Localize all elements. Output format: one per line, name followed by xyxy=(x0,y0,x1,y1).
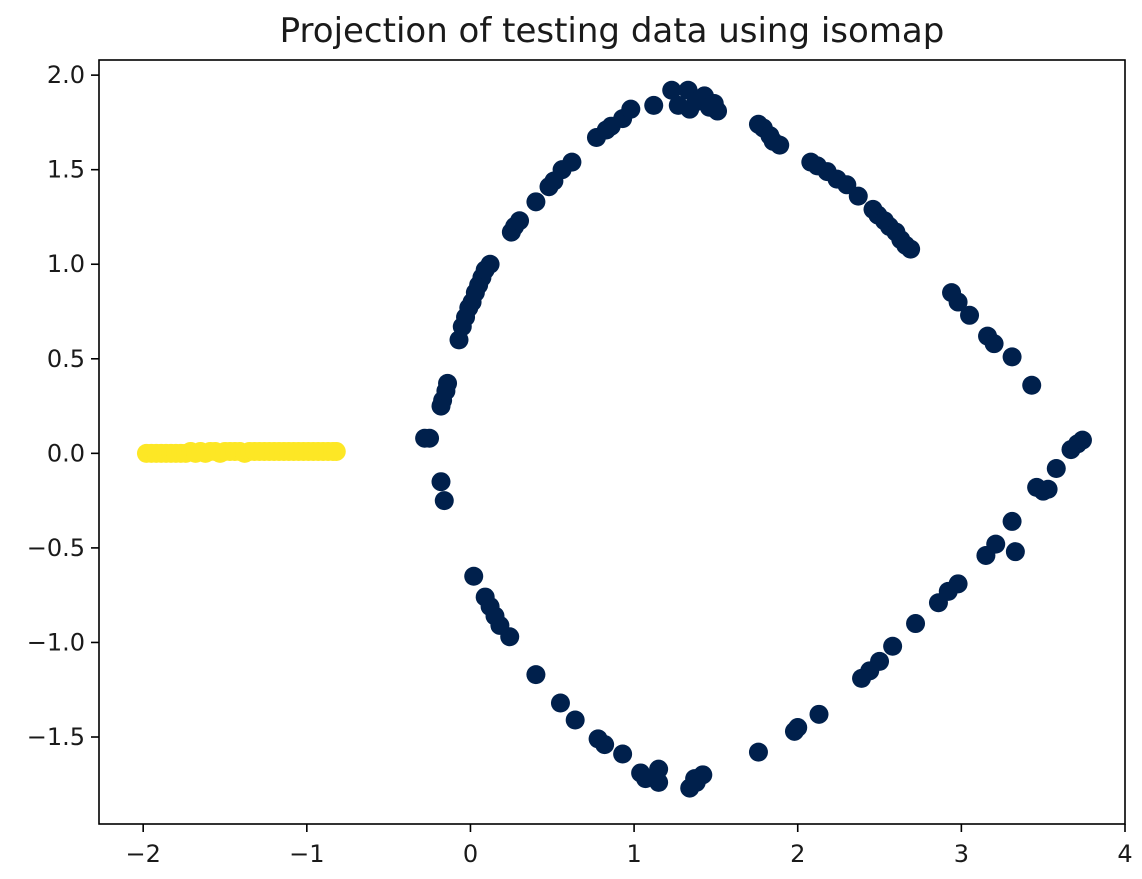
x-tick-label: 4 xyxy=(1117,840,1132,868)
data-point xyxy=(480,254,500,274)
data-point xyxy=(1038,479,1058,499)
x-tick-label: −1 xyxy=(289,840,324,868)
x-tick-label: 3 xyxy=(954,840,969,868)
data-point xyxy=(526,192,546,212)
y-tick-label: 0.0 xyxy=(47,439,85,467)
y-axis: −1.5 −1.0 −0.5 0.0 0.5 1.0 1.5 2.0 xyxy=(27,61,99,751)
x-tick-label: 0 xyxy=(463,840,478,868)
data-point xyxy=(631,763,651,783)
data-point xyxy=(809,704,829,724)
y-tick-label: 1.5 xyxy=(47,156,85,184)
data-point xyxy=(510,211,530,231)
data-point xyxy=(788,718,808,738)
data-point xyxy=(948,292,968,312)
y-tick-label: 2.0 xyxy=(47,61,85,89)
data-point xyxy=(644,95,664,115)
data-point xyxy=(434,491,454,511)
data-point xyxy=(662,80,682,100)
data-point xyxy=(848,186,868,206)
data-point xyxy=(708,101,728,121)
data-point xyxy=(649,759,669,779)
data-point xyxy=(565,710,585,730)
data-point xyxy=(1046,458,1066,478)
data-point xyxy=(438,373,458,393)
y-tick-label: −1.5 xyxy=(27,723,85,751)
data-point xyxy=(1002,511,1022,531)
y-tick-label: 1.0 xyxy=(47,250,85,278)
data-point xyxy=(984,334,1004,354)
y-tick-label: −1.0 xyxy=(27,628,85,656)
data-point xyxy=(526,665,546,685)
data-point xyxy=(621,99,641,119)
data-point xyxy=(883,636,903,656)
data-point xyxy=(901,239,921,259)
x-tick-label: −2 xyxy=(125,840,160,868)
data-point xyxy=(770,135,790,155)
axes-frame xyxy=(98,59,1126,825)
chart-title: Projection of testing data using isomap xyxy=(280,11,945,51)
data-point xyxy=(685,769,705,789)
data-point xyxy=(748,742,768,762)
data-point xyxy=(852,668,872,688)
data-point xyxy=(475,587,495,607)
data-point xyxy=(550,693,570,713)
data-point xyxy=(1072,430,1092,450)
x-tick-label: 2 xyxy=(790,840,805,868)
x-axis: −2 −1 0 1 2 3 4 xyxy=(125,824,1133,868)
data-point xyxy=(1022,375,1042,395)
data-point xyxy=(1002,347,1022,367)
data-point xyxy=(976,545,996,565)
data-point xyxy=(613,744,633,764)
data-point xyxy=(928,593,948,613)
x-tick-label: 1 xyxy=(626,840,641,868)
data-point xyxy=(906,614,926,634)
data-point xyxy=(960,305,980,325)
data-point xyxy=(588,729,608,749)
data-point xyxy=(562,152,582,172)
data-point xyxy=(326,441,346,461)
y-tick-label: 0.5 xyxy=(47,345,85,373)
points-layer xyxy=(136,80,1092,798)
y-tick-label: −0.5 xyxy=(27,534,85,562)
data-point xyxy=(420,428,440,448)
data-point xyxy=(464,566,484,586)
data-point xyxy=(431,472,451,492)
data-point xyxy=(1005,542,1025,562)
